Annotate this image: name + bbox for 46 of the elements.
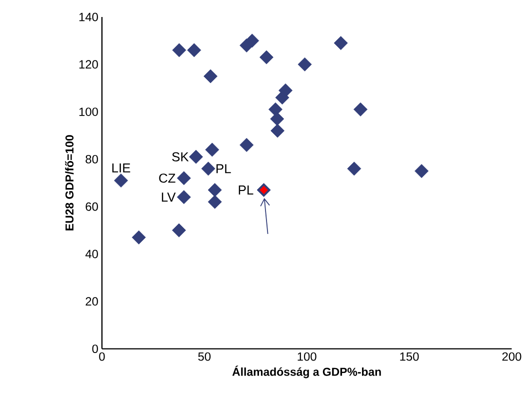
y-tick-label: 120 bbox=[79, 60, 98, 69]
point bbox=[201, 162, 216, 176]
y-tick-label: 20 bbox=[86, 297, 98, 306]
annotation: PL bbox=[216, 164, 231, 174]
point bbox=[204, 69, 218, 84]
point bbox=[414, 164, 429, 178]
y-tick-label: 0 bbox=[92, 344, 98, 354]
annotation: LIE bbox=[112, 164, 130, 172]
point bbox=[172, 223, 186, 238]
point bbox=[176, 171, 191, 186]
point bbox=[245, 34, 260, 48]
point bbox=[189, 150, 203, 164]
point bbox=[114, 174, 128, 188]
point bbox=[270, 112, 284, 126]
point bbox=[208, 183, 222, 198]
point bbox=[260, 186, 268, 194]
point bbox=[259, 50, 274, 64]
x-tick-label: 100 bbox=[298, 352, 316, 361]
point bbox=[208, 194, 222, 209]
annotation: PL bbox=[238, 186, 254, 195]
annotation: CZ bbox=[159, 174, 176, 183]
annotation: LV bbox=[162, 192, 176, 202]
point bbox=[132, 230, 146, 244]
point bbox=[176, 190, 191, 204]
point bbox=[347, 162, 362, 176]
point bbox=[354, 102, 368, 117]
point bbox=[187, 43, 202, 58]
x-tick-label: 200 bbox=[502, 352, 522, 361]
point bbox=[240, 138, 254, 152]
point bbox=[172, 43, 186, 58]
point bbox=[334, 36, 348, 50]
point bbox=[298, 58, 312, 72]
y-tick-label: 140 bbox=[79, 12, 98, 22]
point bbox=[270, 124, 285, 138]
y-tick-label: 100 bbox=[79, 108, 98, 116]
y-tick-label: 80 bbox=[86, 155, 98, 164]
point bbox=[205, 142, 220, 157]
x-tick-label: 150 bbox=[400, 352, 419, 361]
point bbox=[275, 90, 290, 105]
x-tick-label: 0 bbox=[99, 352, 105, 361]
y-axis-title: EU28 GDP/fő=100 bbox=[65, 135, 74, 230]
annotation: SK bbox=[172, 152, 189, 162]
y-tick-label: 60 bbox=[86, 202, 98, 211]
y-tick-label: 40 bbox=[85, 250, 98, 258]
x-axis-title: Államadósság a GDP%-ban bbox=[232, 366, 381, 378]
x-tick-label: 50 bbox=[198, 352, 211, 361]
